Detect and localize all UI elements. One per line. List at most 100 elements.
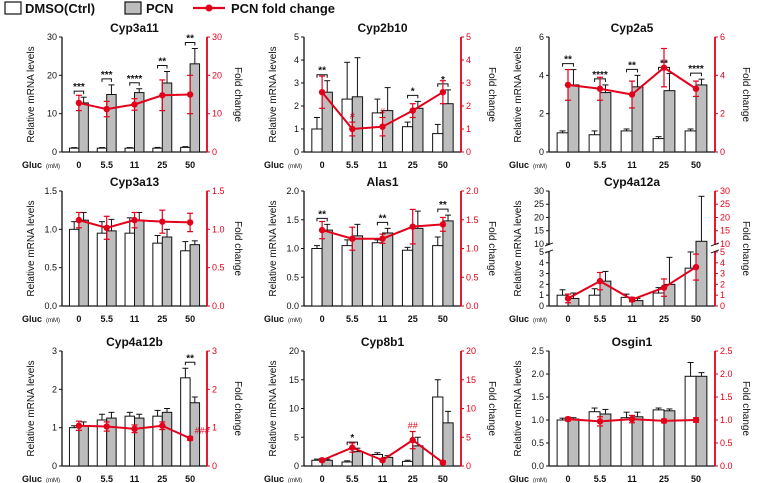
significance-label: **	[439, 200, 447, 211]
significance-label: **	[318, 66, 326, 77]
right-tick-label: 15	[466, 375, 476, 385]
fold-change-point	[103, 224, 110, 231]
x-tick-label: 50	[691, 160, 701, 170]
bar-dmso	[432, 133, 444, 153]
x-axis-label: Gluc	[22, 474, 42, 483]
significance-bracket	[184, 361, 196, 366]
left-tick-label: 1.5	[531, 392, 544, 402]
fold-change-point	[349, 125, 356, 133]
panel-title: Osgin1	[612, 335, 653, 349]
bar-dmso	[311, 248, 323, 307]
x-axis-unit: (mM)	[46, 318, 60, 324]
x-axis-label: Gluc	[22, 314, 42, 324]
significance-bracket	[129, 82, 140, 86]
left-tick-label: 25	[534, 199, 544, 209]
bar-pcn	[78, 219, 89, 307]
left-tick-label: 1.5	[44, 186, 57, 196]
bar-dmso	[180, 377, 191, 467]
left-tick-label: 15	[534, 226, 544, 236]
right-tick-label: 10	[212, 109, 222, 119]
bar-dmso	[152, 242, 163, 307]
right-tick-label: 5	[466, 32, 471, 42]
panel-title: Cyp2a5	[611, 21, 654, 35]
right-tick-label: 5	[720, 247, 725, 257]
significance-bracket	[626, 68, 638, 73]
left-tick-label: 4	[294, 55, 299, 65]
x-tick-label: 5.5	[594, 314, 607, 324]
x-axis-label: Gluc	[264, 474, 284, 483]
right-tick-label: 0.5	[212, 263, 225, 273]
left-tick-label: 1.0	[44, 224, 57, 234]
bar-pcn	[134, 219, 145, 307]
significance-label: ****	[688, 64, 704, 75]
significance-label: ****	[592, 70, 608, 81]
y-axis-label-left: Relative mRNA levels	[513, 46, 524, 142]
bar-dmso	[96, 147, 108, 153]
bar-dmso	[124, 232, 135, 307]
bar-dmso	[401, 126, 414, 153]
x-tick-label: 5.5	[100, 474, 113, 483]
panel-title: Alas1	[366, 175, 398, 189]
x-tick-label: 5.5	[100, 314, 113, 324]
fold-change-point	[379, 123, 386, 130]
legend-label-dmso: DMSO(Ctrl)	[25, 1, 95, 16]
x-tick-label: 5.5	[100, 160, 113, 170]
bar-pcn	[161, 411, 173, 467]
significance-label: ***	[73, 82, 85, 93]
bar-pcn	[351, 96, 364, 153]
legend-swatch-fold-marker	[205, 4, 213, 12]
x-tick-label: 0	[320, 314, 325, 324]
y-axis-label-left: Relative mRNA levels	[26, 46, 37, 142]
bar-pcn	[442, 103, 454, 153]
bar-pcn	[412, 107, 424, 153]
panel-title: Cyp3a11	[110, 21, 159, 35]
fold-change-point	[628, 91, 636, 98]
bar-dmso	[588, 134, 601, 153]
fold-change-point	[564, 295, 572, 302]
right-tick-label: 1	[212, 423, 217, 433]
significance-bracket	[101, 78, 112, 82]
significance-bracket	[437, 208, 449, 213]
right-tick-label: 4	[720, 70, 725, 80]
bar-pcn	[663, 90, 676, 153]
fold-change-point	[159, 92, 166, 99]
bar-pcn	[106, 230, 117, 307]
x-tick-label: 25	[659, 160, 669, 170]
left-tick-label: 2	[52, 384, 57, 394]
bar-pcn	[412, 227, 424, 307]
fold-change-point	[318, 89, 326, 96]
fold-change-point	[692, 85, 700, 92]
left-tick-label: 5	[294, 432, 299, 442]
legend-label-fold: PCN fold change	[231, 1, 335, 16]
y-axis-label-left: Relative mRNA levels	[513, 200, 524, 296]
bar-pcn	[631, 416, 644, 467]
fold-change-point	[692, 263, 700, 271]
fold-change-point	[103, 423, 110, 430]
bar-dmso	[652, 292, 665, 307]
significance-label: **	[564, 55, 572, 66]
panel-cyp3a11: Cyp3a11 0 10 20 30 0 10 20 30 Relative mRNA level…	[22, 21, 243, 170]
right-tick-label: 30	[720, 186, 730, 196]
panel-cyp4a12b: Cyp4a12b 0 1 2 3 0 1 2 3 Relative mRNA levels Fold…	[22, 335, 243, 483]
x-tick-label: 11	[627, 314, 637, 324]
x-axis-unit: (mM)	[533, 478, 547, 483]
bar-dmso	[341, 245, 353, 307]
bar-dmso	[180, 146, 191, 153]
left-tick-label: 0	[539, 147, 544, 157]
left-tick-label: 5	[539, 247, 544, 257]
fold-significance-label: #	[380, 107, 385, 117]
left-tick-label: 2	[539, 279, 544, 289]
x-tick-label: 11	[627, 474, 637, 483]
bar-pcn	[442, 422, 454, 467]
x-tick-label: 0	[320, 474, 325, 483]
right-tick-label: 10	[466, 404, 476, 414]
left-tick-label: 3	[52, 346, 57, 356]
left-tick-label: 2	[539, 109, 544, 119]
right-tick-label: 0.0	[212, 301, 225, 311]
right-tick-label: 1.5	[720, 392, 733, 402]
fold-change-point	[349, 444, 356, 451]
x-tick-label: 25	[408, 160, 418, 170]
fold-change-point	[409, 436, 416, 444]
